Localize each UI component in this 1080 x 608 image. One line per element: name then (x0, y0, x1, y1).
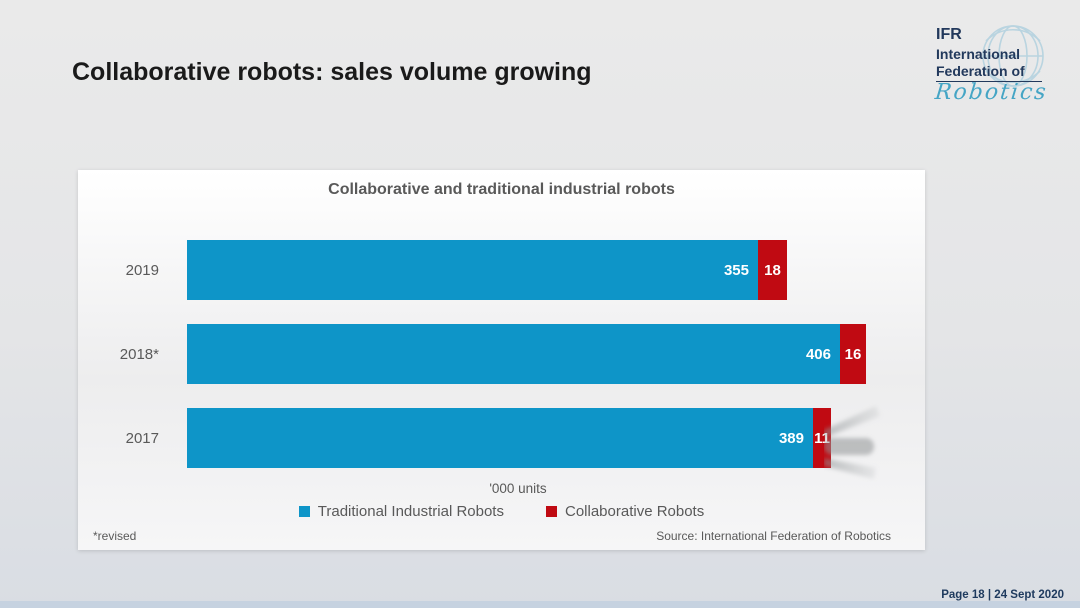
gray-arrow-artifact (824, 406, 880, 479)
legend-item: Collaborative Robots (545, 502, 705, 520)
ifr-logo: IFR International Federation of Robotics (933, 22, 1069, 110)
segment-traditional: 355 (187, 240, 758, 300)
bottom-strip (0, 601, 1080, 608)
segment-collaborative: 18 (758, 240, 787, 300)
legend-item: Traditional Industrial Robots (298, 502, 504, 520)
bar-plot: 2019 355 18 2018* 406 16 2017 389 11 (78, 170, 925, 550)
legend-swatch (545, 505, 557, 517)
chart-panel: Collaborative and traditional industrial… (78, 170, 925, 550)
page-date-label: Page 18 | 24 Sept 2020 (941, 589, 1064, 601)
logo-abbr: IFR (936, 26, 962, 43)
value-label-collaborative: 18 (764, 261, 781, 279)
category-label: 2019 (125, 261, 159, 279)
segment-collaborative: 16 (840, 324, 866, 384)
category-label: 2018* (119, 345, 159, 363)
chart-legend: Traditional Industrial Robots Collaborati… (78, 501, 925, 521)
legend-label: Traditional Industrial Robots (317, 502, 504, 520)
globe-icon (982, 25, 1044, 87)
axis-units-label: '000 units (489, 481, 547, 496)
value-label-traditional: 355 (723, 261, 749, 279)
footnote-revised: *revised (93, 529, 137, 543)
legend-label: Collaborative Robots (564, 502, 705, 520)
value-label-traditional: 406 (805, 345, 831, 363)
category-label: 2017 (125, 429, 159, 447)
value-label-collaborative: 16 (844, 345, 862, 363)
value-label-traditional: 389 (778, 429, 804, 447)
bar-row-2019: 2019 355 18 (78, 240, 925, 300)
logo-line-federation: Federation of (936, 63, 1042, 82)
legend-swatch (298, 505, 310, 517)
bar-row-2017: 2017 389 11 (78, 408, 925, 468)
bar-row-2018: 2018* 406 16 (78, 324, 925, 384)
chart-title: Collaborative and traditional industrial… (328, 181, 675, 198)
logo-script-robotics: Robotics (933, 80, 1049, 105)
source-note: Source: International Federation of Robo… (656, 529, 891, 543)
logo-line-international: International (936, 46, 1021, 62)
segment-traditional: 406 (187, 324, 840, 384)
segment-traditional: 389 (187, 408, 813, 468)
slide-title: Collaborative robots: sales volume growi… (72, 58, 592, 86)
